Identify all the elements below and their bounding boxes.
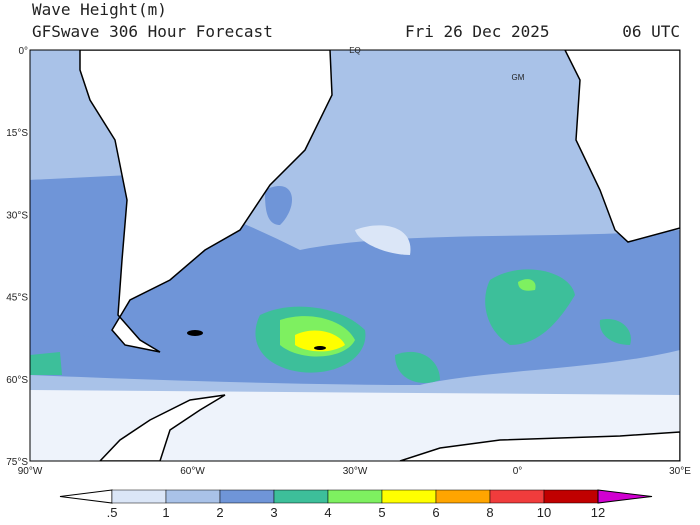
colorbar-segment: [219, 489, 275, 504]
colorbar-label: .5: [107, 505, 118, 520]
band-2-3-west: [30, 175, 130, 340]
south-america: [79, 50, 333, 353]
date: Fri 26 Dec 2025: [405, 22, 550, 41]
time: 06 UTC: [622, 22, 680, 41]
colorbar-segment: [435, 489, 491, 504]
lat-label: 45°S: [6, 293, 28, 304]
colorbar-segment: [273, 489, 329, 504]
colorbar-label: 1: [162, 505, 169, 520]
africa: [564, 50, 680, 243]
island: [314, 346, 326, 350]
lat-label: 15°S: [6, 128, 28, 139]
band-calm: [355, 225, 411, 255]
colorbar-label: 10: [537, 505, 551, 520]
lat-label: 75°S: [6, 457, 28, 468]
colorbar-segment: [327, 489, 383, 504]
lat-label: 30°S: [6, 210, 28, 221]
lon-label: 90°W: [18, 466, 43, 477]
antarctic-peninsula: [98, 394, 226, 461]
island: [187, 330, 203, 336]
colorbar-label: 12: [591, 505, 605, 520]
colorbar-label: 3: [270, 505, 277, 520]
colorbar-label: 2: [216, 505, 223, 520]
colorbar-segment: [489, 489, 545, 504]
lat-label: 0°: [18, 46, 28, 57]
band-2-3-brazil: [265, 185, 292, 225]
lat-label: 60°S: [6, 375, 28, 386]
axes: 0° 15°S 30°S 45°S 60°S 75°S90°W 60°W 30°W 0° 30°E: [6, 46, 691, 477]
colorbar-end: [59, 489, 113, 504]
colorbar-end: [597, 489, 653, 504]
lon-label: 30°E: [669, 466, 691, 477]
band-5-6: [295, 330, 345, 352]
lon-label: 0°: [513, 466, 523, 477]
lon-label: 60°W: [180, 466, 205, 477]
colorbar-label: 4: [324, 505, 331, 520]
annotation: GM: [512, 73, 525, 82]
antarctica: [399, 431, 680, 461]
map-frame: [29, 49, 681, 462]
lon-label: 30°W: [343, 466, 368, 477]
band-3-4-far: [599, 319, 631, 345]
colorbar-segment: [165, 489, 221, 504]
band-4-5-east: [518, 279, 536, 291]
colorbar: .5 1 2 3 4 5 6 8 10 12: [59, 489, 653, 520]
band-3-4-south: [395, 351, 440, 383]
subtitle: GFSwave 306 Hour Forecast: [32, 22, 273, 41]
colorbar-segment: [543, 489, 599, 504]
colorbar-segment: [381, 489, 437, 504]
band-3-4-pacific: [30, 352, 62, 375]
annotation: EQ: [349, 46, 361, 55]
title: Wave Height(m): [32, 0, 167, 19]
colorbar-label: 8: [486, 505, 493, 520]
colorbar-label: 5: [378, 505, 385, 520]
colorbar-segment: [111, 489, 167, 504]
map: [30, 50, 680, 461]
colorbar-label: 6: [432, 505, 439, 520]
band-3-4-east: [485, 269, 575, 345]
